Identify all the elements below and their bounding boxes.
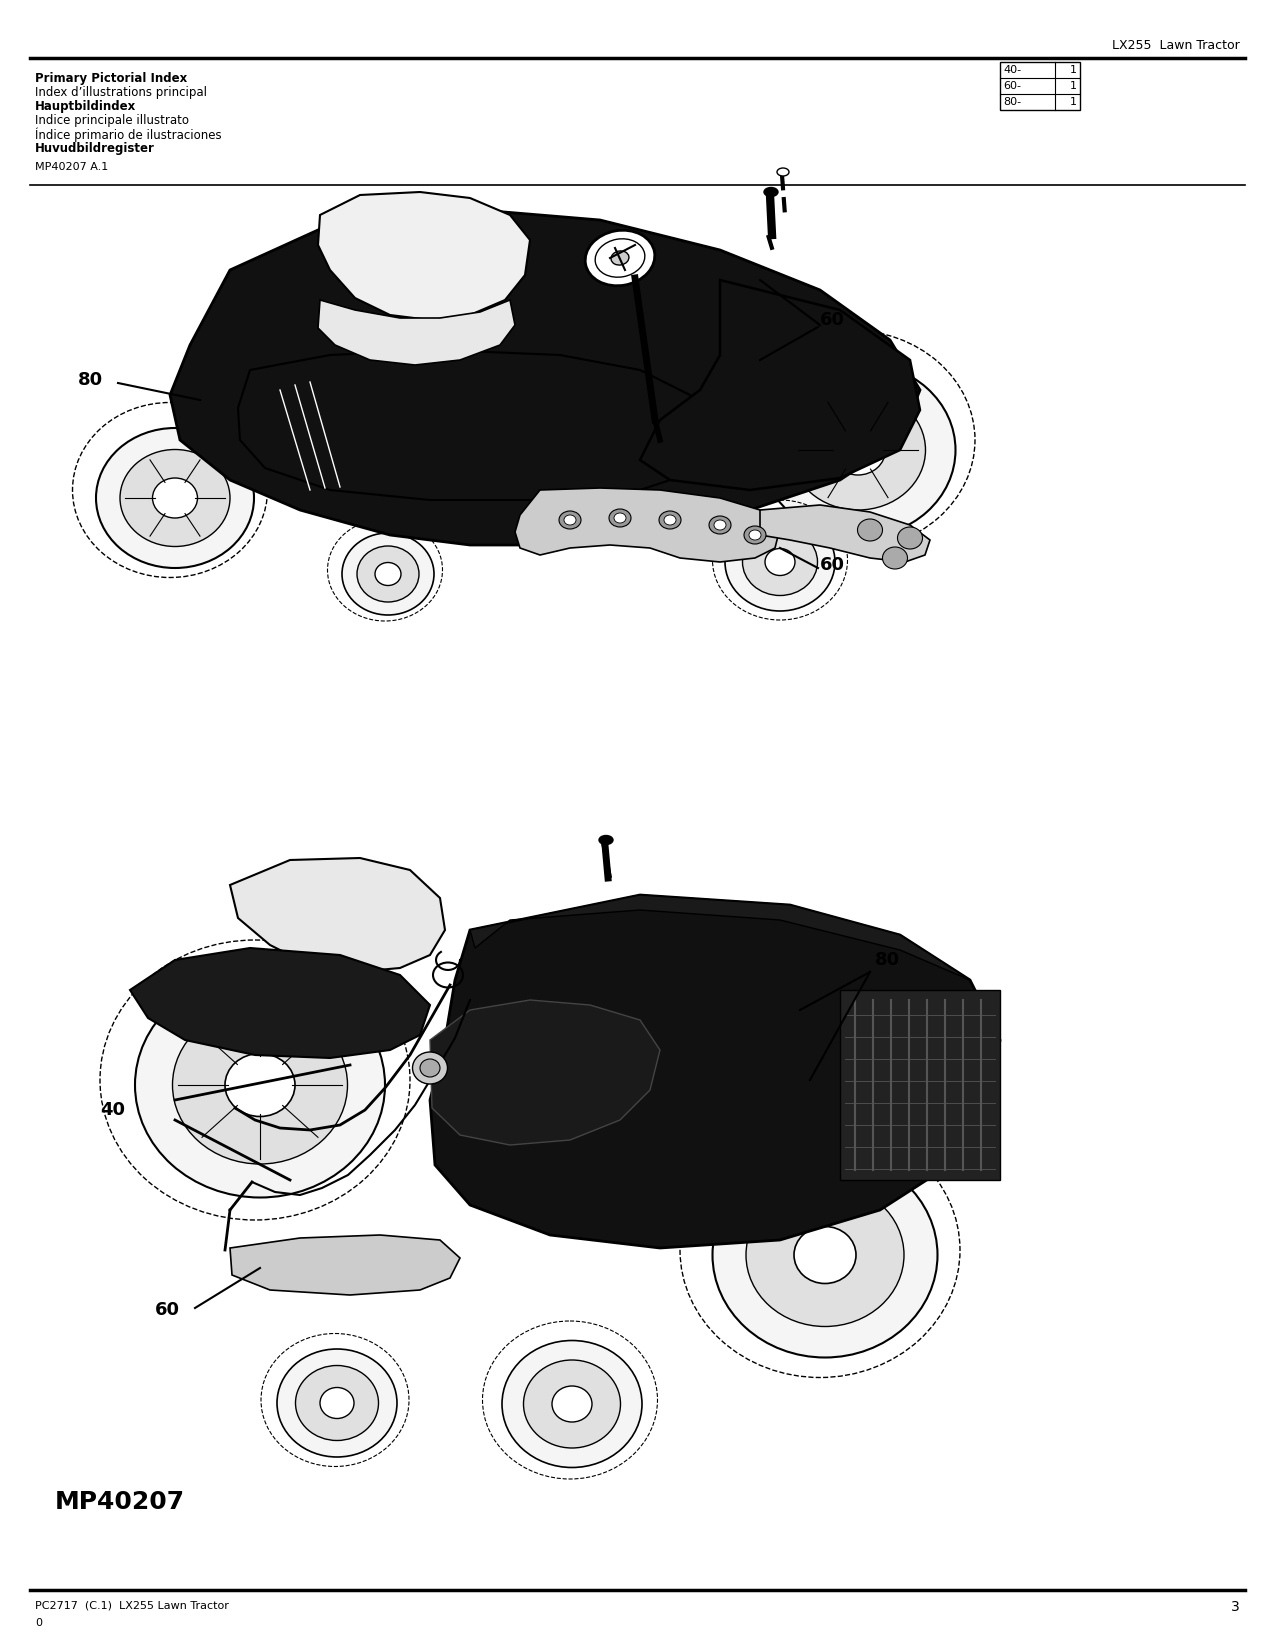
Ellipse shape bbox=[375, 563, 402, 586]
Polygon shape bbox=[430, 1000, 660, 1145]
Ellipse shape bbox=[742, 528, 817, 596]
Bar bbox=[1000, 63, 1080, 111]
Ellipse shape bbox=[120, 449, 230, 546]
Text: 40: 40 bbox=[99, 1101, 125, 1119]
Ellipse shape bbox=[765, 548, 796, 576]
Ellipse shape bbox=[296, 1366, 379, 1440]
Ellipse shape bbox=[558, 512, 581, 530]
Ellipse shape bbox=[748, 530, 761, 540]
Ellipse shape bbox=[830, 426, 886, 475]
Text: 80: 80 bbox=[78, 371, 103, 389]
Text: MP40207: MP40207 bbox=[55, 1490, 185, 1515]
Text: 1: 1 bbox=[1070, 97, 1077, 107]
Ellipse shape bbox=[419, 1059, 440, 1077]
Text: Primary Pictorial Index: Primary Pictorial Index bbox=[34, 73, 187, 86]
Polygon shape bbox=[640, 280, 921, 490]
Ellipse shape bbox=[585, 231, 655, 285]
Ellipse shape bbox=[609, 508, 631, 526]
Polygon shape bbox=[230, 858, 445, 972]
Bar bbox=[840, 990, 1000, 1180]
Ellipse shape bbox=[172, 1006, 348, 1163]
Text: MP40207 A.1: MP40207 A.1 bbox=[34, 162, 108, 172]
Text: Indice principale illustrato: Indice principale illustrato bbox=[34, 114, 189, 127]
Ellipse shape bbox=[96, 427, 254, 568]
Polygon shape bbox=[130, 949, 430, 1058]
Ellipse shape bbox=[714, 520, 725, 530]
Text: 0: 0 bbox=[34, 1619, 42, 1629]
Text: 80-: 80- bbox=[1003, 97, 1021, 107]
Ellipse shape bbox=[760, 363, 955, 538]
Text: 3: 3 bbox=[1232, 1600, 1241, 1614]
Text: 60: 60 bbox=[156, 1300, 180, 1318]
Polygon shape bbox=[170, 210, 921, 544]
Text: 1: 1 bbox=[1070, 81, 1077, 91]
Polygon shape bbox=[317, 300, 515, 365]
Text: 60: 60 bbox=[820, 310, 845, 328]
Ellipse shape bbox=[564, 515, 576, 525]
Polygon shape bbox=[760, 505, 929, 563]
Text: Hauptbildindex: Hauptbildindex bbox=[34, 101, 136, 112]
Ellipse shape bbox=[882, 548, 908, 569]
Text: Huvudbildregister: Huvudbildregister bbox=[34, 142, 154, 155]
Ellipse shape bbox=[599, 835, 613, 845]
Text: 60: 60 bbox=[820, 556, 845, 574]
Text: PC2717  (C.1)  LX255 Lawn Tractor: PC2717 (C.1) LX255 Lawn Tractor bbox=[34, 1600, 230, 1610]
Ellipse shape bbox=[776, 168, 789, 177]
Text: Index d’illustrations principal: Index d’illustrations principal bbox=[34, 86, 207, 99]
Ellipse shape bbox=[320, 1388, 354, 1419]
Text: 1: 1 bbox=[1070, 64, 1077, 74]
Ellipse shape bbox=[764, 188, 778, 196]
Polygon shape bbox=[238, 350, 720, 500]
Ellipse shape bbox=[357, 546, 419, 602]
Ellipse shape bbox=[713, 1152, 937, 1358]
Ellipse shape bbox=[858, 520, 882, 541]
Ellipse shape bbox=[524, 1360, 621, 1449]
Ellipse shape bbox=[745, 526, 766, 544]
Text: Índice primario de ilustraciones: Índice primario de ilustraciones bbox=[34, 129, 222, 142]
Ellipse shape bbox=[342, 533, 434, 615]
Polygon shape bbox=[470, 894, 970, 980]
Ellipse shape bbox=[790, 389, 926, 510]
Ellipse shape bbox=[664, 515, 676, 525]
Polygon shape bbox=[515, 488, 780, 563]
Text: LX255  Lawn Tractor: LX255 Lawn Tractor bbox=[1112, 40, 1241, 53]
Ellipse shape bbox=[615, 513, 626, 523]
Ellipse shape bbox=[794, 1226, 856, 1284]
Ellipse shape bbox=[595, 239, 645, 277]
Ellipse shape bbox=[725, 513, 835, 610]
Text: 60-: 60- bbox=[1003, 81, 1021, 91]
Ellipse shape bbox=[709, 516, 731, 535]
Ellipse shape bbox=[659, 512, 681, 530]
Ellipse shape bbox=[135, 972, 385, 1198]
Text: 40-: 40- bbox=[1003, 64, 1021, 74]
Ellipse shape bbox=[502, 1340, 643, 1467]
Ellipse shape bbox=[224, 1053, 295, 1117]
Polygon shape bbox=[430, 894, 1000, 1247]
Ellipse shape bbox=[552, 1386, 592, 1422]
Ellipse shape bbox=[898, 526, 923, 549]
Ellipse shape bbox=[413, 1053, 448, 1084]
Ellipse shape bbox=[746, 1183, 904, 1327]
Ellipse shape bbox=[611, 251, 629, 266]
Polygon shape bbox=[230, 1234, 460, 1295]
Ellipse shape bbox=[153, 478, 198, 518]
Text: 80: 80 bbox=[875, 950, 900, 969]
Ellipse shape bbox=[277, 1350, 397, 1457]
Polygon shape bbox=[317, 191, 530, 320]
